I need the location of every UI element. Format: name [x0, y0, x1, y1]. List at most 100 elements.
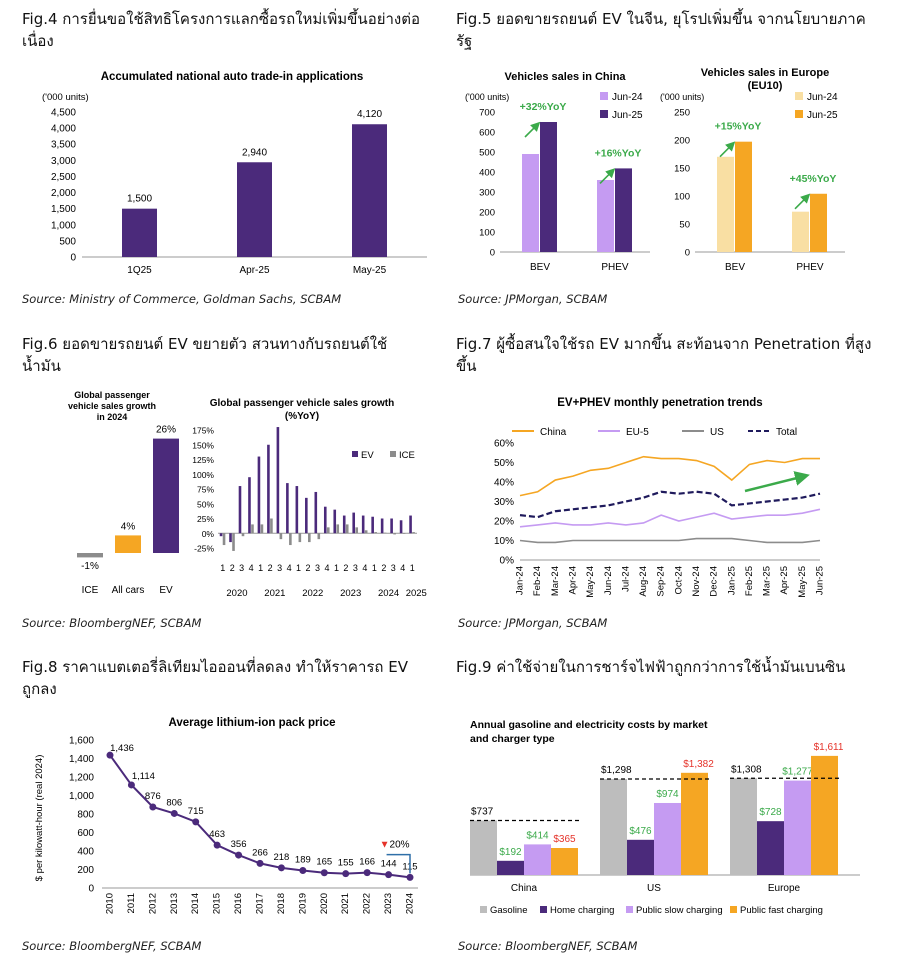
- year-label: 2025: [406, 588, 427, 599]
- bar: [279, 533, 283, 540]
- y-tick-label: 0%: [500, 556, 515, 567]
- legend-label: ICE: [399, 450, 415, 461]
- series-line: [519, 455, 820, 497]
- growth-arrow: [599, 168, 616, 184]
- legend-label: Home charging: [550, 905, 614, 916]
- x-tick-label: 1: [296, 563, 301, 573]
- y-tick-label: 700: [479, 108, 495, 119]
- bar: [267, 444, 270, 534]
- bar: [305, 497, 308, 534]
- data-label: $737: [471, 807, 494, 818]
- y-tick-label: 100: [674, 192, 690, 203]
- data-label: 218: [273, 852, 289, 863]
- bar: [811, 755, 838, 875]
- data-point: [299, 867, 307, 875]
- x-tick-label: 2014: [190, 893, 201, 914]
- data-point: [363, 869, 371, 877]
- bar: [326, 527, 330, 534]
- chart-title: (%YoY): [285, 411, 319, 422]
- x-tick-label: 2012: [147, 893, 158, 914]
- data-label: $1,308: [731, 764, 762, 775]
- data-point: [235, 851, 243, 859]
- fig7-source: Source: JPMorgan, SCBAM: [458, 616, 608, 630]
- x-tick-label: 2016: [233, 893, 244, 914]
- bar: [241, 533, 245, 537]
- data-label: 4%: [121, 521, 136, 532]
- bar: [551, 848, 578, 875]
- chart-title: Average lithium-ion pack price: [168, 717, 335, 729]
- fig8-source: Source: BloombergNEF, SCBAM: [22, 939, 202, 953]
- fig4-source: Source: Ministry of Commerce, Goldman Sa…: [22, 292, 342, 306]
- data-point: [256, 859, 264, 867]
- bar: [654, 802, 681, 875]
- data-label: 4,120: [357, 109, 382, 120]
- data-label: 1,436: [110, 743, 134, 754]
- y-tick-label: 1,600: [69, 736, 94, 747]
- y-tick-label: 600: [479, 128, 495, 139]
- x-tick-label: Aug-24: [638, 566, 649, 597]
- x-tick-label: Mar-24: [550, 566, 561, 596]
- x-tick-label: Apr-25: [239, 265, 269, 276]
- bar: [470, 820, 497, 875]
- chart-title: Global passenger vehicle sales growth: [210, 398, 395, 409]
- y-axis-label: $ per kilowatt-hour (real 2024): [34, 755, 45, 882]
- bar: [361, 515, 365, 534]
- decline-annotation: ▼20%: [380, 840, 410, 851]
- bar: [393, 533, 396, 535]
- x-tick-label: 2022: [362, 893, 373, 914]
- data-label: $476: [629, 826, 652, 837]
- data-label: 266: [252, 847, 268, 858]
- x-tick-label: 2021: [340, 893, 351, 914]
- x-tick-label: 1: [220, 563, 225, 573]
- y-tick-label: 175%: [192, 426, 214, 436]
- data-point: [106, 751, 114, 759]
- y-tick-label: 100: [479, 228, 495, 239]
- y-tick-label: 20%: [494, 517, 514, 528]
- bar: [251, 524, 254, 534]
- chart-trade-in-applications: Accumulated national auto trade-in appli…: [42, 71, 427, 276]
- x-tick-label: Oct-24: [673, 566, 684, 595]
- legend-label: Public fast charging: [740, 905, 823, 916]
- y-tick-label: 200: [77, 865, 94, 876]
- x-tick-label: China: [511, 883, 538, 894]
- y-tick-label: 200: [674, 136, 690, 147]
- x-tick-label: 2018: [276, 893, 287, 914]
- bar: [374, 532, 377, 534]
- data-label: 26%: [156, 425, 176, 436]
- x-tick-label: Jun-24: [603, 566, 614, 595]
- bar: [717, 156, 734, 252]
- legend-swatch: [480, 906, 487, 913]
- x-tick-label: Apr-25: [779, 566, 790, 595]
- series-line: [519, 490, 821, 519]
- x-tick-label: PHEV: [601, 262, 629, 273]
- bar: [342, 515, 346, 534]
- fig5-source: Source: JPMorgan, SCBAM: [458, 292, 608, 306]
- x-tick-label: 3: [315, 563, 320, 573]
- y-tick-label: 400: [77, 847, 94, 858]
- x-tick-label: Feb-25: [744, 566, 755, 596]
- bar: [122, 208, 157, 257]
- data-label: 165: [316, 857, 332, 868]
- bar: [784, 780, 811, 875]
- bar: [600, 779, 627, 875]
- bar: [364, 530, 368, 534]
- legend-label: Jun-25: [807, 110, 838, 121]
- bar: [286, 483, 289, 534]
- chart-title: Global passenger: [74, 390, 150, 400]
- bar: [289, 533, 292, 546]
- data-label: $1,382: [683, 759, 714, 770]
- legend-swatch: [600, 92, 608, 100]
- y-axis-label: ('000 units): [465, 92, 509, 102]
- data-label: 356: [231, 839, 247, 850]
- y-tick-label: 100%: [192, 470, 214, 480]
- bar: [810, 193, 827, 252]
- x-tick-label: May-25: [797, 566, 808, 598]
- y-tick-label: 0: [70, 253, 76, 264]
- data-point: [277, 864, 285, 872]
- y-tick-label: 50%: [197, 499, 214, 509]
- data-point: [320, 869, 328, 877]
- year-label: 2023: [340, 588, 361, 599]
- chart-title: (EU10): [748, 80, 783, 92]
- data-point: [213, 841, 221, 849]
